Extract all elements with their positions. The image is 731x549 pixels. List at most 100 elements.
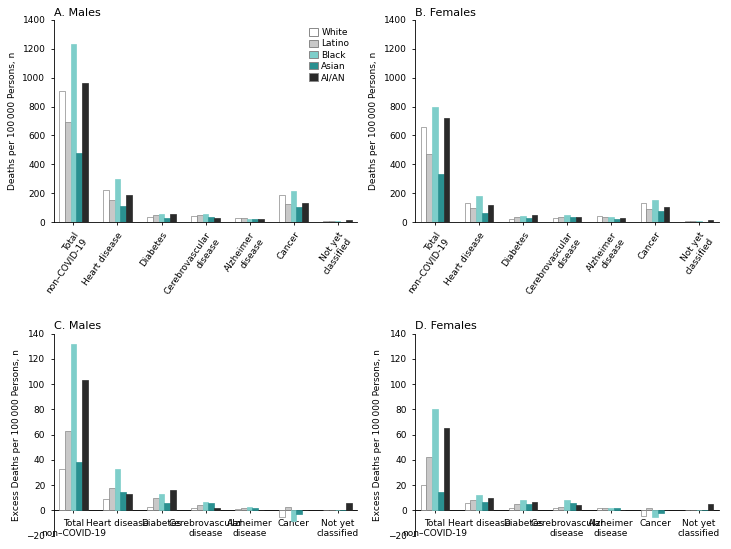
Bar [509,508,515,511]
Bar [531,215,537,222]
Bar [658,211,664,222]
Y-axis label: Excess Deaths per 100 000 Persons, n: Excess Deaths per 100 000 Persons, n [12,349,21,520]
Bar [509,219,515,222]
Text: B. Females: B. Females [415,8,476,18]
Bar [65,431,71,511]
Bar [297,511,302,514]
Bar [71,44,76,222]
Bar [596,216,602,222]
Bar [285,204,291,222]
Bar [76,462,82,511]
Bar [302,203,308,222]
Bar [121,206,126,222]
Bar [159,494,164,511]
Bar [197,215,202,222]
Bar [558,217,564,222]
Bar [346,503,352,511]
Bar [708,220,713,222]
Bar [664,207,670,222]
Bar [432,107,438,222]
Bar [153,498,159,511]
Bar [192,216,197,222]
Bar [515,504,520,511]
Bar [553,218,558,222]
Bar [115,179,121,222]
Bar [291,191,297,222]
Text: A. Males: A. Males [53,8,100,18]
Bar [241,508,246,511]
Bar [614,219,620,222]
Bar [241,219,246,222]
Bar [476,495,482,511]
Bar [197,506,202,511]
Bar [476,196,482,222]
Bar [346,220,352,222]
Bar [285,507,291,511]
Bar [103,499,109,511]
Text: D. Females: D. Females [415,322,477,332]
Bar [596,508,602,511]
Bar [109,488,115,511]
Bar [208,217,214,222]
Bar [426,154,432,222]
Bar [279,195,285,222]
Bar [558,507,564,511]
Bar [202,502,208,511]
Bar [420,485,426,511]
Bar [279,511,285,517]
Bar [471,208,476,222]
Bar [526,218,531,222]
Bar [164,503,170,511]
Bar [147,217,153,222]
Bar [564,215,570,222]
Bar [620,218,625,222]
Bar [531,502,537,511]
Bar [685,221,691,222]
Bar [614,508,620,511]
Y-axis label: Deaths per 100 000 Persons, n: Deaths per 100 000 Persons, n [8,52,17,190]
Bar [652,200,658,222]
Bar [465,503,471,511]
Bar [252,220,258,222]
Bar [432,410,438,511]
Bar [170,214,176,222]
Bar [471,500,476,511]
Bar [420,127,426,222]
Bar [488,205,493,222]
Bar [192,508,197,511]
Legend: White, Latino, Black, Asian, AI/AN: White, Latino, Black, Asian, AI/AN [305,25,353,86]
Bar [170,490,176,511]
Bar [608,217,614,222]
Bar [164,219,170,222]
Bar [488,498,493,511]
Bar [696,221,702,222]
Bar [235,219,241,222]
Bar [246,507,252,511]
Bar [646,209,652,222]
Bar [59,91,65,222]
Bar [65,122,71,222]
Bar [126,195,132,222]
Bar [246,219,252,222]
Bar [520,216,526,222]
Bar [602,508,608,511]
Bar [323,221,329,222]
Bar [335,221,341,222]
Bar [482,214,488,222]
Bar [329,221,335,222]
Bar [147,507,153,511]
Bar [258,220,264,222]
Bar [202,214,208,222]
Bar [465,203,471,222]
Bar [691,221,696,222]
Bar [109,200,115,222]
Bar [59,469,65,511]
Bar [126,494,132,511]
Bar [214,508,220,511]
Bar [658,511,664,513]
Bar [482,502,488,511]
Bar [575,217,581,222]
Bar [208,503,214,511]
Bar [82,380,88,511]
Bar [121,491,126,511]
